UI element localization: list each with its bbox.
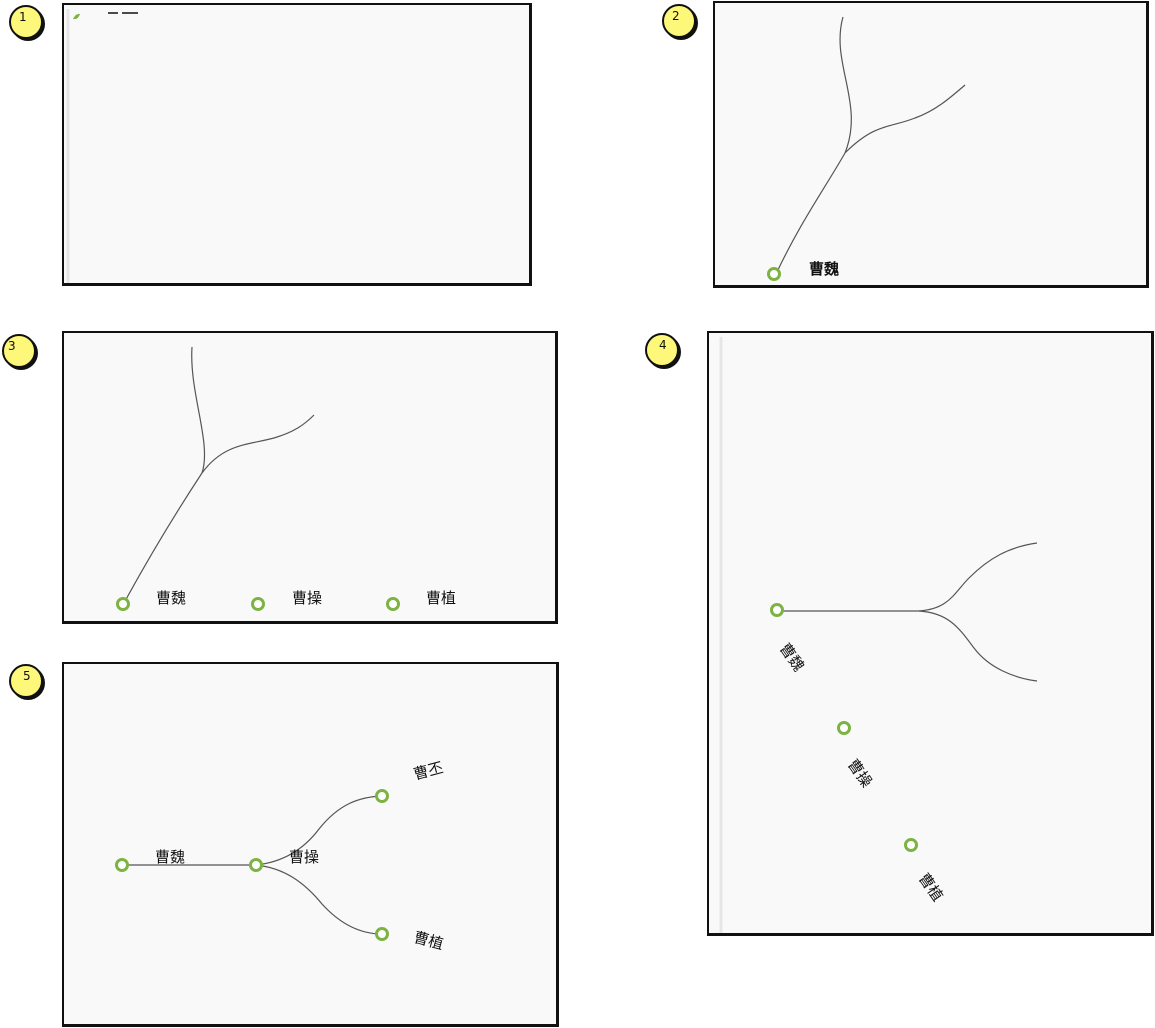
label-cao: 曹操 (292, 589, 323, 607)
edge-trunk (123, 472, 203, 604)
step-3-panel: 曹魏 曹操 曹植 (62, 331, 558, 624)
edge-branch-up (918, 542, 1038, 612)
step-badge-2: 2 (662, 4, 696, 38)
step-number: 3 (8, 339, 16, 353)
edge-branch-down (918, 610, 1038, 682)
step-number: 2 (672, 9, 680, 23)
edge-trunk (775, 152, 846, 275)
step-3-canvas (123, 346, 315, 604)
step-badge-1: 1 (9, 5, 43, 39)
node-wei[interactable] (770, 603, 784, 617)
step-5-panel: 曹魏 曹操 曹丕 曹植 (62, 662, 559, 1027)
node-zhi[interactable] (386, 597, 400, 611)
edge-branch-up (191, 346, 206, 474)
step-badge-3: 3 (2, 334, 36, 368)
node-wei[interactable] (116, 597, 130, 611)
step-1-panel (62, 3, 532, 286)
step-badge-5: 5 (9, 664, 43, 698)
node-cao[interactable] (249, 858, 263, 872)
label-wei: 曹魏 (156, 589, 187, 607)
node-cao[interactable] (251, 597, 265, 611)
step-4-panel: 曹魏 曹操 曹植 (707, 331, 1154, 936)
step-badge-4: 4 (645, 333, 679, 367)
label-wei: 曹魏 (809, 260, 840, 278)
edge-branch-right (844, 84, 966, 154)
step-4-canvas (719, 337, 1038, 933)
node-wei[interactable] (115, 858, 129, 872)
edge-branch-up (839, 16, 852, 154)
step-5-canvas (122, 795, 383, 935)
step-2-panel: 曹魏 (713, 1, 1149, 288)
partial-node-icon (73, 13, 80, 20)
step-number: 5 (23, 669, 31, 683)
node-wei[interactable] (767, 267, 781, 281)
label-cao: 曹操 (289, 848, 320, 866)
step-1-canvas (66, 9, 138, 283)
label-wei: 曹魏 (155, 848, 186, 866)
node-pi[interactable] (375, 789, 389, 803)
step-2-canvas (775, 16, 966, 275)
node-zhi[interactable] (375, 927, 389, 941)
edge-cao-zhi (255, 864, 383, 935)
step-number: 4 (659, 338, 667, 352)
node-cao[interactable] (837, 721, 851, 735)
edge-cao-pi (255, 795, 383, 866)
label-zhi: 曹植 (426, 589, 457, 607)
edge-branch-right (201, 414, 315, 474)
step-number: 1 (19, 10, 27, 24)
node-zhi[interactable] (904, 838, 918, 852)
